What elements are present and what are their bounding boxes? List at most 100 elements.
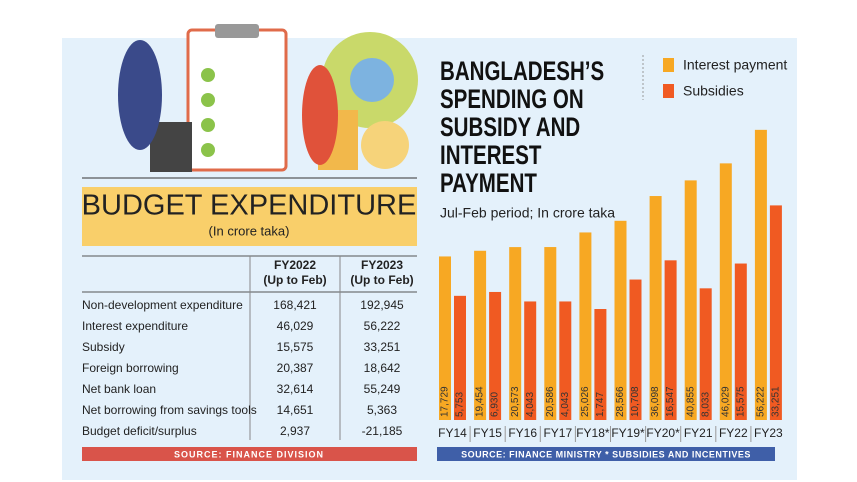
value-label: 36,098 bbox=[650, 386, 661, 417]
bar bbox=[684, 180, 697, 420]
table-title: BUDGET EXPENDITURE bbox=[82, 190, 417, 222]
value-label: 17,729 bbox=[440, 386, 451, 417]
value-label: 40,855 bbox=[685, 386, 696, 417]
value-label: 6,930 bbox=[490, 392, 501, 417]
cell-value: 55,249 bbox=[364, 382, 401, 396]
cell-value: 20,387 bbox=[277, 361, 314, 375]
column-year: FY2023 bbox=[361, 258, 403, 272]
value-label: 1,747 bbox=[595, 392, 606, 417]
bar bbox=[664, 260, 677, 420]
column-note: (Up to Feb) bbox=[350, 273, 413, 287]
cell-value: 32,614 bbox=[277, 382, 314, 396]
legend-swatch bbox=[663, 84, 674, 98]
value-label: 20,586 bbox=[545, 386, 556, 417]
row-label: Net bank loan bbox=[82, 382, 156, 396]
pie-icon bbox=[350, 58, 394, 102]
cell-value: 56,222 bbox=[364, 319, 401, 333]
clip bbox=[215, 24, 259, 38]
bar bbox=[559, 301, 572, 420]
row-label: Interest expenditure bbox=[82, 319, 188, 333]
value-label: 4,043 bbox=[525, 392, 536, 417]
cell-value: 2,937 bbox=[280, 424, 310, 438]
x-tick-label: FY19* bbox=[611, 426, 645, 440]
bar bbox=[629, 279, 642, 420]
cell-value: 14,651 bbox=[277, 403, 314, 417]
cell-value: 168,421 bbox=[273, 298, 317, 312]
calculator bbox=[150, 122, 192, 172]
bar bbox=[454, 295, 466, 420]
legend-label: Interest payment bbox=[683, 57, 787, 73]
source-bar bbox=[437, 447, 775, 461]
cell-value: 15,575 bbox=[277, 340, 314, 354]
value-label: 16,547 bbox=[665, 386, 676, 417]
x-tick-label: FY23 bbox=[754, 426, 783, 440]
cell-value: 46,029 bbox=[277, 319, 314, 333]
x-tick-label: FY21 bbox=[684, 426, 713, 440]
legend-swatch bbox=[663, 58, 674, 72]
bar bbox=[719, 163, 732, 421]
table-subtitle: (In crore taka) bbox=[209, 223, 290, 238]
table-header-box bbox=[82, 187, 417, 246]
chart-title: BANGLADESH’S SPENDING ON SUBSIDY AND INT… bbox=[440, 56, 605, 198]
chart-source: SOURCE: FINANCE MINISTRY * SUBSIDIES AND… bbox=[461, 449, 751, 459]
bar bbox=[734, 263, 747, 420]
bar bbox=[649, 196, 662, 420]
check bbox=[201, 143, 215, 157]
value-label: 4,043 bbox=[560, 392, 571, 417]
value-label: 19,454 bbox=[475, 386, 486, 417]
bar bbox=[544, 247, 557, 420]
bar bbox=[754, 129, 767, 420]
value-label: 8,033 bbox=[700, 392, 711, 417]
table-source: SOURCE: FINANCE DIVISION bbox=[174, 449, 324, 459]
value-label: 10,708 bbox=[630, 386, 641, 417]
check bbox=[201, 118, 215, 132]
row-label: Subsidy bbox=[82, 340, 125, 354]
check bbox=[201, 93, 215, 107]
person bbox=[302, 65, 338, 165]
value-label: 20,573 bbox=[510, 386, 521, 417]
illustration bbox=[82, 24, 418, 179]
x-tick-label: FY16 bbox=[508, 426, 537, 440]
column-note: (Up to Feb) bbox=[263, 273, 326, 287]
x-tick-label: FY15 bbox=[473, 426, 502, 440]
x-tick-label: FY14 bbox=[438, 426, 467, 440]
chart-subtitle: Jul-Feb period; In crore taka bbox=[440, 205, 615, 221]
cell-value: 33,251 bbox=[364, 340, 401, 354]
legend-label: Subsidies bbox=[683, 83, 744, 99]
person bbox=[118, 40, 162, 150]
value-label: 25,026 bbox=[580, 386, 591, 417]
column-year: FY2022 bbox=[274, 258, 316, 272]
value-label: 46,029 bbox=[720, 386, 731, 417]
value-label: 28,566 bbox=[615, 386, 626, 417]
bar bbox=[509, 247, 522, 420]
coin bbox=[361, 121, 409, 169]
bar bbox=[489, 291, 502, 420]
x-tick-label: FY22 bbox=[719, 426, 748, 440]
x-tick-label: FY18* bbox=[576, 426, 610, 440]
value-label: 56,222 bbox=[756, 386, 767, 417]
value-label: 33,251 bbox=[771, 386, 782, 417]
row-label: Non-development expenditure bbox=[82, 298, 243, 312]
x-tick-label: FY17 bbox=[543, 426, 572, 440]
x-tick-label: FY20* bbox=[646, 426, 680, 440]
bar bbox=[614, 220, 627, 420]
bar bbox=[594, 309, 607, 420]
cell-value: 192,945 bbox=[360, 298, 404, 312]
bar bbox=[699, 288, 712, 420]
value-label: 15,575 bbox=[735, 386, 746, 417]
cell-value: 5,363 bbox=[367, 403, 397, 417]
value-label: 5,753 bbox=[455, 392, 466, 417]
bar bbox=[769, 205, 782, 420]
bar bbox=[524, 301, 537, 420]
bar bbox=[439, 256, 451, 420]
row-label: Net borrowing from savings tools bbox=[82, 403, 257, 417]
bar bbox=[579, 232, 592, 420]
bar bbox=[474, 250, 487, 420]
row-label: Foreign borrowing bbox=[82, 361, 179, 375]
cell-value: 18,642 bbox=[364, 361, 401, 375]
cell-value: -21,185 bbox=[362, 424, 403, 438]
check bbox=[201, 68, 215, 82]
source-bar bbox=[82, 447, 417, 461]
